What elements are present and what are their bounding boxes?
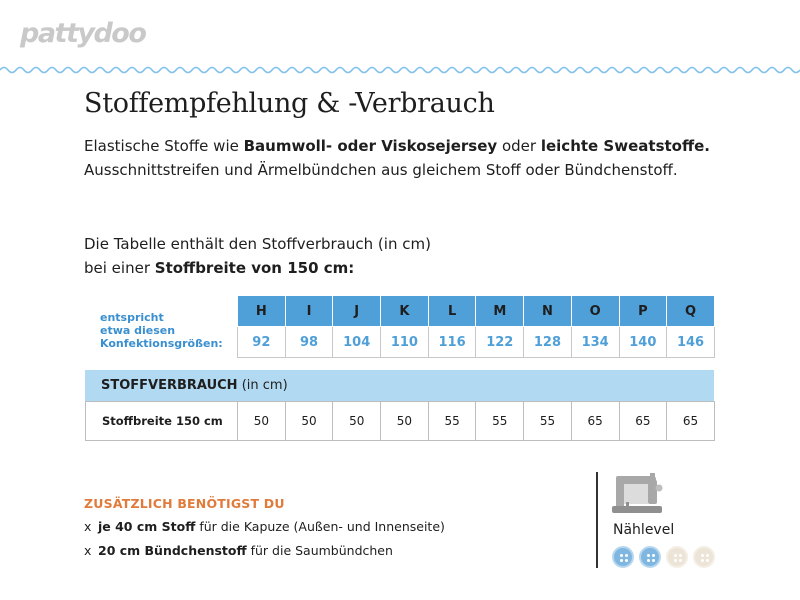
consumption-cell: 55 [523, 401, 572, 441]
page-title: Stoffempfehlung & -Verbrauch [84, 88, 495, 119]
size-cell: N [523, 295, 572, 327]
size-cell: H [237, 295, 286, 327]
wave-divider [0, 66, 800, 74]
size-cell: K [380, 295, 429, 327]
size-cell: M [475, 295, 525, 327]
sewing-level-label: Nählevel [613, 522, 675, 538]
size-number-cell: 140 [618, 326, 668, 358]
sewing-level-rating [612, 546, 715, 568]
size-number-cell: 98 [284, 326, 334, 358]
size-table: H I J K L M N O P Q 92 98 104 110 116 12… [237, 295, 715, 358]
extras-item-hood: x je 40 cm Stoff für die Kapuze (Außen- u… [84, 519, 445, 534]
table-intro-text: Die Tabelle enthält den Stoffverbrauch (… [84, 235, 431, 277]
size-number-cell: 116 [427, 326, 477, 358]
size-numbers-row: 92 98 104 110 116 122 128 134 140 146 [237, 326, 715, 358]
size-cell: I [284, 295, 334, 327]
size-number-cell: 92 [237, 326, 286, 358]
extras-item-cuffs: x 20 cm Bündchenstoff für die Saumbündche… [84, 543, 393, 558]
bullet-x: x [84, 543, 92, 558]
intro-text: Elastische Stoffe wie Baumwoll- oder Vis… [84, 137, 710, 179]
size-number-cell: 146 [666, 326, 715, 358]
consumption-cell: 55 [427, 401, 477, 441]
consumption-cell: 50 [284, 401, 334, 441]
consumption-cell: 65 [570, 401, 620, 441]
table-row: Stoffbreite 150 cm 50 50 50 50 55 55 55 … [85, 401, 715, 441]
consumption-cell: 50 [332, 401, 382, 441]
size-number-cell: 104 [332, 326, 382, 358]
size-number-cell: 134 [570, 326, 620, 358]
bullet-x: x [84, 519, 92, 534]
consumption-cell: 65 [618, 401, 668, 441]
level-button-empty-icon [666, 546, 688, 568]
size-number-cell: 122 [475, 326, 525, 358]
size-table-label: entspricht etwa diesen Konfektionsgrößen… [100, 311, 223, 350]
consumption-cell: 50 [380, 401, 429, 441]
sewing-machine-icon [612, 473, 663, 513]
size-cell: L [427, 295, 477, 327]
consumption-cell: 50 [237, 401, 286, 441]
size-cell: P [618, 295, 668, 327]
size-letters-row: H I J K L M N O P Q [237, 295, 715, 327]
extras-title: ZUSÄTZLICH BENÖTIGST DU [84, 496, 285, 511]
consumption-cell: 65 [666, 401, 715, 441]
consumption-cell: 55 [475, 401, 525, 441]
size-cell: O [570, 295, 620, 327]
consumption-header: STOFFVERBRAUCH (in cm) [85, 370, 714, 401]
size-number-cell: 128 [523, 326, 572, 358]
level-divider [596, 472, 598, 568]
row-label: Stoffbreite 150 cm [85, 401, 238, 441]
pattydoo-logo: pattydoo [20, 18, 147, 49]
consumption-table: Stoffbreite 150 cm 50 50 50 50 55 55 55 … [85, 401, 715, 441]
level-button-empty-icon [693, 546, 715, 568]
size-number-cell: 110 [380, 326, 429, 358]
size-cell: Q [666, 295, 715, 327]
level-button-filled-icon [639, 546, 661, 568]
level-button-filled-icon [612, 546, 634, 568]
size-cell: J [332, 295, 382, 327]
